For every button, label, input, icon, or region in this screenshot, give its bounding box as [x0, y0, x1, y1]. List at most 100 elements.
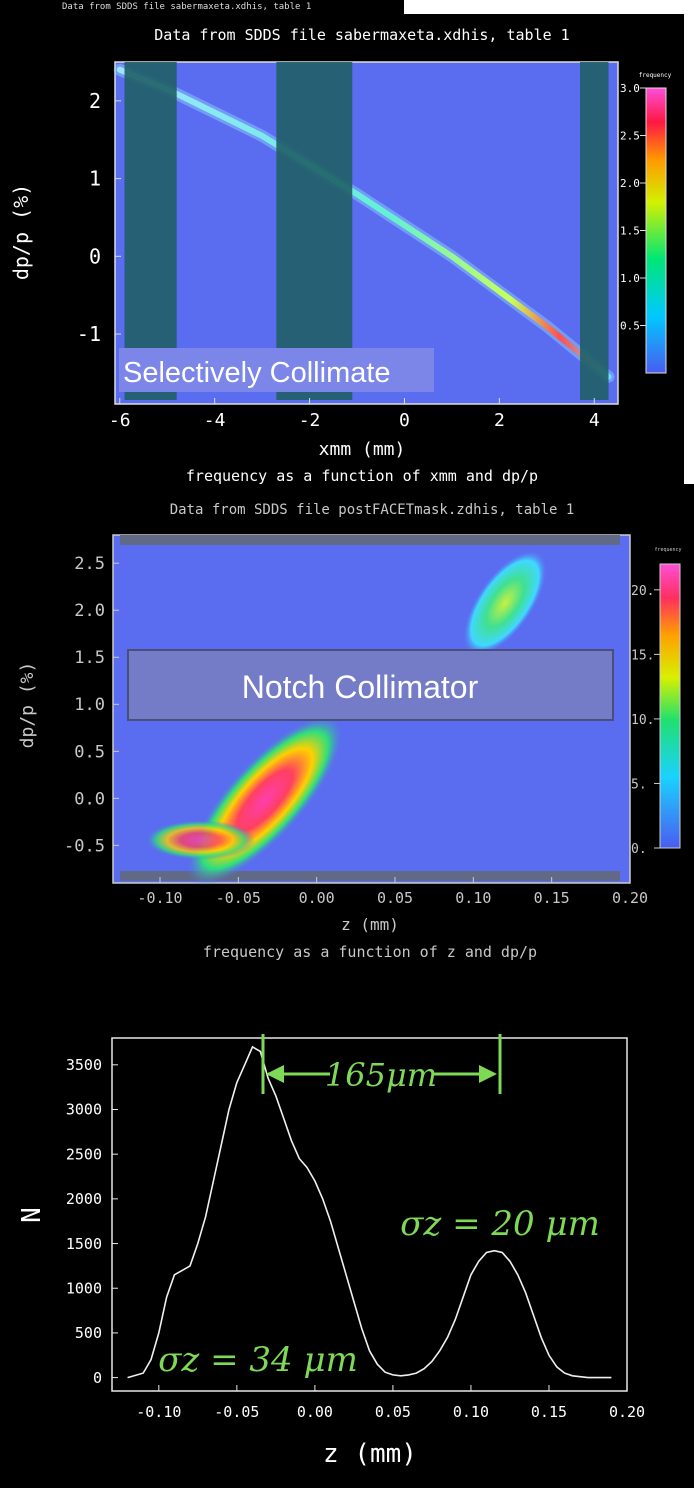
profile-line: [127, 1045, 612, 1379]
sep-label: 165μm: [325, 1056, 437, 1094]
plot2-bottom-mask: [120, 871, 620, 881]
x-tick-label: -2: [299, 410, 321, 431]
y-tick-label: 1000: [66, 1279, 102, 1297]
panel-notch-collimator: Data from SDDS file postFACETmask.zdhis,…: [0, 490, 694, 970]
colorbar1-title: frequency: [639, 72, 672, 79]
selectively-collimate-label-bg: [119, 348, 434, 392]
cb-tick-label: 20.: [631, 584, 654, 599]
y-tick-label: -1: [77, 322, 101, 346]
plot1-caption: frequency as a function of xmm and dp/p: [186, 467, 538, 485]
collimator-band: [124, 62, 177, 400]
x-tick-label: -6: [109, 410, 131, 431]
x-tick-label: -4: [204, 410, 226, 431]
x-tick-label: 0.20: [612, 889, 648, 907]
x-tick-label: -0.05: [216, 889, 261, 907]
panel-longitudinal-profile: -0.10 -0.05 0.00 0.05 0.10 0.15 0.20 3500 3000 2…: [0, 1000, 694, 1488]
y-tick-label: 2500: [66, 1145, 102, 1163]
collimator-band: [276, 62, 353, 400]
plot1-collimator-bands: [124, 62, 609, 400]
ridge-core: [116, 66, 612, 380]
x-tick-label: 0.05: [377, 889, 413, 907]
plot3-x-ticks: -0.10 -0.05 0.00 0.05 0.10 0.15 0.20: [136, 1385, 645, 1421]
plot2-ylabel: dp/p (%): [17, 662, 38, 749]
top-caption: Data from SDDS file sabermaxeta.xdhis, t…: [62, 2, 312, 12]
x-tick-label: 0.00: [297, 1403, 333, 1421]
sigma-right-label: σz = 20 μm: [400, 1204, 600, 1244]
plot1-ridge: [113, 63, 615, 383]
colorbar2-ticks: 20. 15. 10. 5. 0.: [631, 584, 660, 857]
right-edge-strip: [684, 14, 694, 484]
x-tick-label: 0.00: [299, 889, 335, 907]
plot2-top-mask: [120, 535, 620, 545]
y-tick-label: 3500: [66, 1056, 102, 1074]
x-tick-label: 0.10: [455, 889, 491, 907]
y-tick-label: 0.5: [74, 742, 105, 762]
cb-tick-label: 1.5: [620, 225, 640, 238]
separation-annotation: 165μm: [261, 1034, 502, 1094]
y-tick-label: 0: [93, 1369, 102, 1387]
cb-tick-label: 15.: [631, 648, 654, 663]
sep-left-arrowhead: [266, 1065, 284, 1083]
cb-tick-label: 1.0: [620, 272, 640, 285]
plot3-area: [111, 1037, 628, 1392]
y-tick-label: 1: [89, 167, 101, 191]
x-tick-label: 0.15: [534, 889, 570, 907]
plot2-caption: frequency as a function of z and dp/p: [203, 943, 537, 961]
x-tick-label: 0.20: [609, 1403, 645, 1421]
sigma-left-label: σz = 34 μm: [158, 1340, 358, 1380]
plot3-y-ticks: 3500 3000 2500 2000 1500 1000 500 0: [66, 1056, 118, 1387]
colorbar1-ticks: 3.0 2.5 2.0 1.5 1.0 0.5: [620, 82, 646, 333]
cb-tick-label: 5.: [631, 777, 647, 792]
plot2-title: Data from SDDS file postFACETmask.zdhis,…: [170, 502, 575, 518]
selectively-collimate-label: Selectively Collimate: [123, 357, 391, 389]
y-tick-label: 1.5: [74, 648, 105, 668]
heatmap-xmm-dp: Data from SDDS file sabermaxeta.xdhis, t…: [9, 14, 694, 485]
heatmap-z-dp: Data from SDDS file postFACETmask.zdhis,…: [0, 490, 694, 970]
x-tick-label: -0.05: [214, 1403, 259, 1421]
y-tick-label: 2000: [66, 1190, 102, 1208]
y-tick-label: 3000: [66, 1101, 102, 1119]
y-tick-label: 2: [89, 89, 101, 113]
x-tick-label: -0.10: [137, 889, 182, 907]
y-tick-label: 0: [89, 244, 101, 268]
y-tick-label: 1500: [66, 1235, 102, 1253]
cb-tick-label: 0.: [631, 842, 647, 857]
panel-selective-collimation: Data from SDDS file sabermaxeta.xdhis, t…: [0, 0, 694, 490]
plot2-xlabel: z (mm): [341, 915, 399, 934]
plot1-title: Data from SDDS file sabermaxeta.xdhis, t…: [154, 26, 569, 44]
x-tick-label: 0.05: [375, 1403, 411, 1421]
colorbar1: [645, 87, 667, 374]
x-tick-label: 0.15: [531, 1403, 567, 1421]
y-tick-label: 2.5: [74, 554, 105, 574]
line-chart-profile: -0.10 -0.05 0.00 0.05 0.10 0.15 0.20 3500 3000 2…: [17, 1034, 645, 1469]
x-tick-label: -0.10: [136, 1403, 181, 1421]
y-tick-label: -0.5: [64, 836, 105, 856]
plot1-area: [114, 61, 619, 405]
y-tick-label: 2.0: [74, 601, 105, 621]
cb-tick-label: 10.: [631, 713, 654, 728]
cb-tick-label: 0.5: [620, 320, 640, 333]
notch-collimator-label-bg: [127, 649, 614, 721]
plot2-y-ticks: 2.5 2.0 1.5 1.0 0.5 0.0 -0.5: [64, 554, 119, 856]
x-tick-label: 0: [399, 410, 410, 431]
cb-tick-label: 2.5: [620, 130, 640, 143]
notch-collimator-label: Notch Collimator: [242, 669, 479, 705]
cb-tick-label: 3.0: [620, 82, 640, 95]
x-tick-label: 0.10: [453, 1403, 489, 1421]
plot2-x-ticks: -0.10 -0.05 0.00 0.05 0.10 0.15 0.20: [137, 877, 648, 907]
witness-bunch-blob: [462, 549, 548, 657]
plot1-y-ticks: 2 1 0 -1: [77, 89, 121, 346]
y-tick-label: 1.0: [74, 695, 105, 715]
top-right-white: [404, 0, 694, 14]
x-tick-label: 2: [494, 410, 505, 431]
plot1-x-ticks: -6 -4 -2 0 2 4: [109, 398, 600, 431]
plot3-xlabel: z (mm): [323, 1439, 417, 1469]
plot1-ylabel: dp/p (%): [9, 184, 33, 280]
y-tick-label: 500: [75, 1324, 102, 1342]
sep-right-arrowhead: [479, 1065, 497, 1083]
collimator-band: [580, 62, 609, 400]
cb-tick-label: 2.0: [620, 177, 640, 190]
y-tick-label: 0.0: [74, 789, 105, 809]
colorbar2: [659, 563, 681, 849]
x-tick-label: 4: [589, 410, 600, 431]
